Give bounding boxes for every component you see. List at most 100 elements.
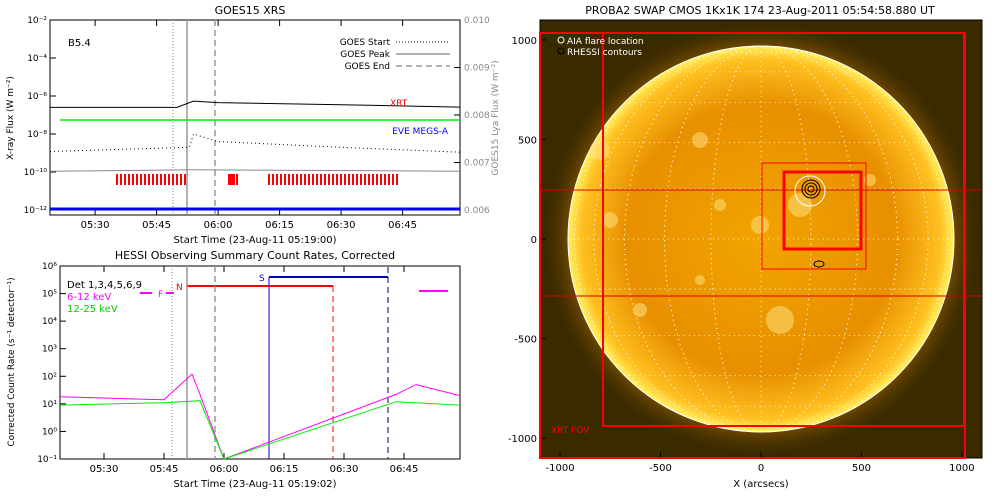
xrt-bar bbox=[120, 174, 122, 185]
xrt-bar bbox=[316, 174, 318, 185]
xrt-bar bbox=[144, 174, 146, 185]
meridian bbox=[710, 45, 812, 433]
xrt-bar bbox=[180, 174, 182, 185]
aia-flare-marker bbox=[794, 175, 826, 207]
xrt-bar bbox=[152, 174, 154, 185]
active-region bbox=[602, 212, 618, 228]
goes-x-axis: 05:30 05:45 06:00 06:15 06:30 06:45 bbox=[81, 20, 417, 231]
y-tick-label: -1000 bbox=[508, 434, 537, 445]
xrt-bar bbox=[160, 174, 162, 185]
xrt-bar bbox=[348, 174, 350, 185]
flag-s-label: S bbox=[259, 274, 265, 284]
flag-f-label: F bbox=[158, 290, 163, 300]
active-region bbox=[788, 193, 812, 217]
xrt-bar bbox=[360, 174, 362, 185]
y-tick-label: 10⁻⁶ bbox=[27, 92, 47, 102]
y-tick-label: 10¹ bbox=[42, 400, 57, 410]
goes-y-axis: 10⁻² 10⁻⁴ 10⁻⁶ 10⁻⁸ 10⁻¹⁰ 10⁻¹² bbox=[24, 16, 56, 216]
x-tick-label: 05:30 bbox=[90, 464, 119, 475]
legend-goes-start-label: GOES Start bbox=[340, 38, 391, 48]
xrt-bar bbox=[368, 174, 370, 185]
x-tick-label: 06:45 bbox=[388, 220, 417, 231]
hessi-legend-high: 12-25 keV bbox=[67, 304, 118, 315]
xrt-bar bbox=[128, 174, 130, 185]
y-tick-label: 10³ bbox=[42, 345, 57, 355]
xrt-bar bbox=[320, 174, 322, 185]
outer-frame-box bbox=[539, 32, 966, 459]
xrt-bar bbox=[388, 174, 390, 185]
xrt-bar bbox=[156, 174, 158, 185]
xrt-bar bbox=[276, 174, 278, 185]
x-tick-label: 0 bbox=[758, 463, 764, 474]
xrt-bar bbox=[324, 174, 326, 185]
goes-y-axis-right: 0.010 0.009 0.008 0.007 0.006 bbox=[454, 16, 490, 216]
xrt-bar bbox=[284, 174, 286, 185]
y-tick-label: -500 bbox=[514, 335, 537, 346]
xrt-bar bbox=[176, 174, 178, 185]
active-region bbox=[751, 216, 769, 234]
xrt-bar bbox=[172, 174, 174, 185]
xrt-bar bbox=[296, 174, 298, 185]
hessi-x-axis: 05:30 05:45 06:00 06:15 06:30 06:45 bbox=[90, 266, 419, 475]
xrt-bar bbox=[340, 174, 342, 185]
xrt-bar bbox=[268, 174, 270, 185]
xrt-bar bbox=[372, 174, 374, 185]
sun-image bbox=[541, 20, 981, 458]
xrt-bar bbox=[380, 174, 382, 185]
active-region bbox=[714, 199, 726, 211]
y-tick-label: 1000 bbox=[512, 36, 537, 47]
sun-disk bbox=[568, 46, 954, 432]
y-tick-label: 10⁵ bbox=[42, 290, 57, 300]
xrt-bar bbox=[132, 174, 134, 185]
sun-title: PROBA2 SWAP CMOS 1Kx1K 174 23-Aug-2011 0… bbox=[585, 4, 935, 17]
goes-title: GOES15 XRS bbox=[215, 4, 286, 17]
goes-class-label: B5.4 bbox=[68, 38, 91, 49]
xrt-bar bbox=[148, 174, 150, 185]
eve-label: EVE MEGS-A bbox=[392, 127, 449, 137]
rhessi-contour-2 bbox=[804, 182, 818, 196]
xrt-bar bbox=[300, 174, 302, 185]
legend-aia-label: AIA flare location bbox=[567, 37, 644, 47]
active-region bbox=[864, 174, 876, 186]
xrt-bar bbox=[328, 174, 330, 185]
legend-rhessi-label: RHESSI contours bbox=[567, 48, 642, 58]
x-tick-label: 05:30 bbox=[81, 220, 110, 231]
legend-rhessi-icon bbox=[557, 47, 565, 55]
x-tick-label: 06:00 bbox=[210, 464, 239, 475]
legend-aia-icon bbox=[557, 36, 565, 44]
y-tick-label: 10⁻⁴ bbox=[27, 54, 47, 64]
legend-goes-end-label: GOES End bbox=[345, 62, 390, 72]
y-tick-label: 10² bbox=[42, 372, 57, 382]
hessi-ylabel: Corrected Count Rate (s⁻¹ detector⁻¹) bbox=[7, 277, 17, 446]
heliographic-grid bbox=[568, 45, 954, 433]
xrt-bar bbox=[272, 174, 274, 185]
y-tick-label: 0.009 bbox=[464, 64, 490, 74]
goes-panel: GOES15 XRS 10⁻² 10⁻⁴ 10⁻⁶ 10⁻⁸ 10⁻¹⁰ 10⁻¹² 0.… bbox=[6, 4, 501, 246]
y-tick-label: 10⁻² bbox=[27, 16, 47, 26]
xrt-bar bbox=[384, 174, 386, 185]
x-tick-label: 06:45 bbox=[390, 464, 419, 475]
goes-lya-curve bbox=[49, 169, 461, 172]
meridian bbox=[624, 45, 898, 433]
hessi-y-axis: 10⁶ 10⁵ 10⁴ 10³ 10² 10¹ 10⁰ 10⁻¹ bbox=[37, 262, 66, 465]
goes-legend: GOES Start GOES Peak GOES End bbox=[340, 38, 450, 72]
hessi-legend: Det 1,3,4,5,6,9 6-12 keV 12-25 keV bbox=[67, 280, 142, 315]
x-tick-label: 06:15 bbox=[265, 220, 294, 231]
xrt-bar bbox=[168, 174, 170, 185]
x-tick-label: 06:30 bbox=[330, 464, 359, 475]
hessi-legend-det: Det 1,3,4,5,6,9 bbox=[67, 280, 142, 291]
xrt-bar bbox=[392, 174, 394, 185]
y-tick-label: 10⁻¹⁰ bbox=[24, 168, 48, 178]
active-region bbox=[633, 303, 647, 317]
x-tick-label: -500 bbox=[649, 463, 672, 474]
hessi-title: HESSI Observing Summary Count Rates, Cor… bbox=[115, 249, 395, 262]
active-region bbox=[695, 275, 705, 285]
x-tick-label: 500 bbox=[852, 463, 871, 474]
active-region bbox=[590, 140, 610, 160]
y-tick-label: 10⁴ bbox=[42, 317, 57, 327]
xrt-bar bbox=[356, 174, 358, 185]
xrt-bar bbox=[164, 174, 166, 185]
legend-goes-peak-label: GOES Peak bbox=[340, 50, 390, 60]
